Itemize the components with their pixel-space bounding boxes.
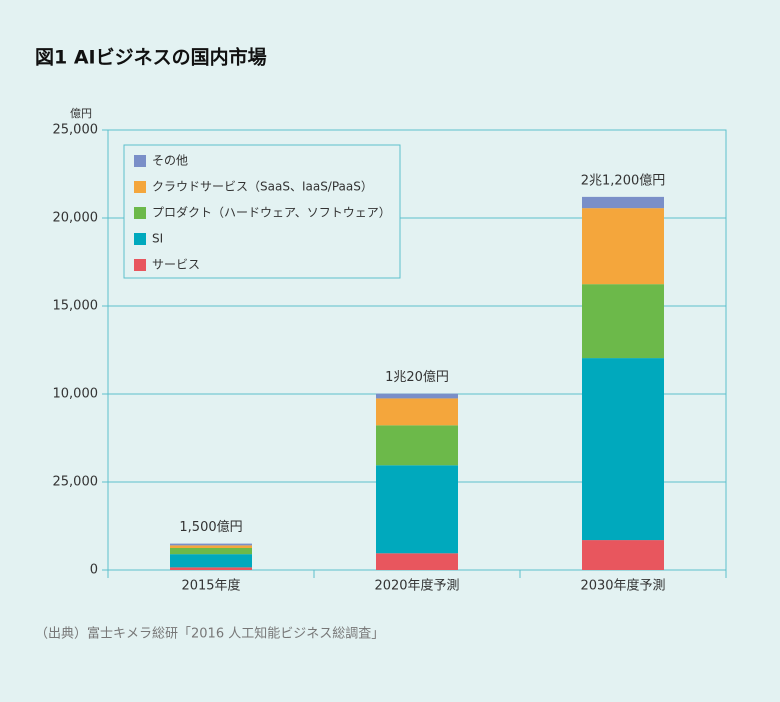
total-label: 2兆1,200億円 bbox=[581, 172, 666, 188]
x-tick-label: 2020年度予測 bbox=[374, 578, 459, 594]
legend-swatch bbox=[134, 259, 146, 271]
bar-segment bbox=[376, 465, 458, 554]
bar-segment bbox=[170, 554, 252, 568]
y-tick-label: 0 bbox=[90, 563, 98, 578]
bar-segment bbox=[376, 425, 458, 466]
bar-segment bbox=[582, 358, 664, 541]
total-label: 1兆20億円 bbox=[385, 369, 449, 385]
source-note: （出典）富士キメラ総研「2016 人工知能ビジネス総調査」 bbox=[35, 626, 384, 642]
legend-swatch bbox=[134, 207, 146, 219]
bar-segment bbox=[582, 208, 664, 285]
x-tick-label: 2015年度 bbox=[181, 578, 240, 594]
bar-segment bbox=[170, 545, 252, 548]
bar-segment bbox=[170, 543, 252, 546]
legend-label: SI bbox=[152, 232, 163, 246]
chart-title: 図1 AIビジネスの国内市場 bbox=[35, 46, 267, 69]
bar-segment bbox=[582, 284, 664, 359]
legend-label: その他 bbox=[152, 154, 188, 168]
total-label: 1,500億円 bbox=[179, 519, 242, 535]
y-tick-label: 10,000 bbox=[53, 387, 99, 402]
bar-segment bbox=[376, 393, 458, 399]
y-tick-label: 25,000 bbox=[53, 123, 99, 138]
bar-segment bbox=[582, 540, 664, 570]
bar-segment bbox=[376, 398, 458, 426]
legend-swatch bbox=[134, 181, 146, 193]
legend-box bbox=[123, 144, 401, 279]
y-tick-label: 20,000 bbox=[53, 211, 99, 226]
legend-label: クラウドサービス（SaaS、IaaS/PaaS） bbox=[152, 180, 373, 194]
bar-segment bbox=[376, 553, 458, 570]
y-tick-label: 25,000 bbox=[53, 475, 99, 490]
bar-segment bbox=[582, 196, 664, 209]
legend-label: サービス bbox=[152, 258, 200, 272]
y-unit: 億円 bbox=[70, 107, 92, 120]
bar-segment bbox=[170, 548, 252, 555]
y-tick-label: 15,000 bbox=[53, 299, 99, 314]
legend-swatch bbox=[134, 233, 146, 245]
legend-swatch bbox=[134, 155, 146, 167]
x-tick-label: 2030年度予測 bbox=[580, 578, 665, 594]
bar-segment bbox=[170, 567, 252, 570]
legend-label: プロダクト（ハードウェア、ソフトウェア） bbox=[152, 205, 391, 220]
